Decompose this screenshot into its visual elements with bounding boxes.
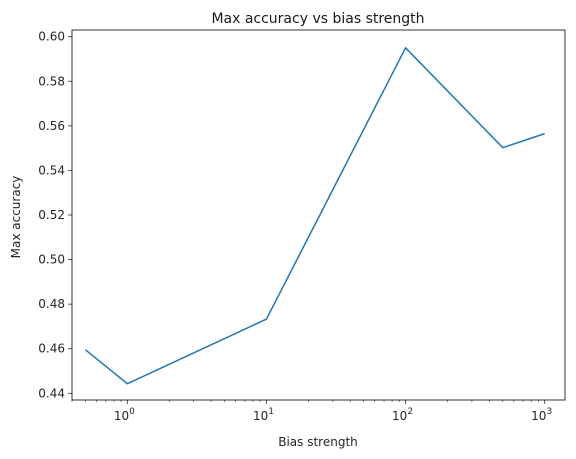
y-tick-label: 0.50: [38, 253, 65, 267]
series-line: [85, 47, 545, 385]
y-tick-label: 0.46: [38, 342, 65, 356]
y-tick-label: 0.58: [38, 74, 65, 88]
y-tick-label: 0.60: [38, 30, 65, 44]
y-tick-label: 0.54: [38, 163, 65, 177]
plot-area: 100 101 102 103 0.44 0.46 0.48 0.50 0.52 0.54 0.56…: [38, 29, 566, 423]
y-tick-label: 0.52: [38, 208, 65, 222]
x-axis-label: Bias strength: [278, 435, 358, 449]
x-tick-label: 101: [253, 407, 274, 423]
y-axis-label: Max accuracy: [9, 176, 23, 259]
y-tick-label: 0.56: [38, 119, 65, 133]
y-tick-label: 0.48: [38, 297, 65, 311]
x-tick-label: 100: [114, 407, 135, 423]
plot-frame: [71, 29, 566, 401]
y-tick-label: 0.44: [38, 386, 65, 400]
x-tick-label: 103: [531, 407, 552, 423]
x-tick-label: 102: [392, 407, 413, 423]
chart-title: Max accuracy vs bias strength: [211, 11, 424, 27]
